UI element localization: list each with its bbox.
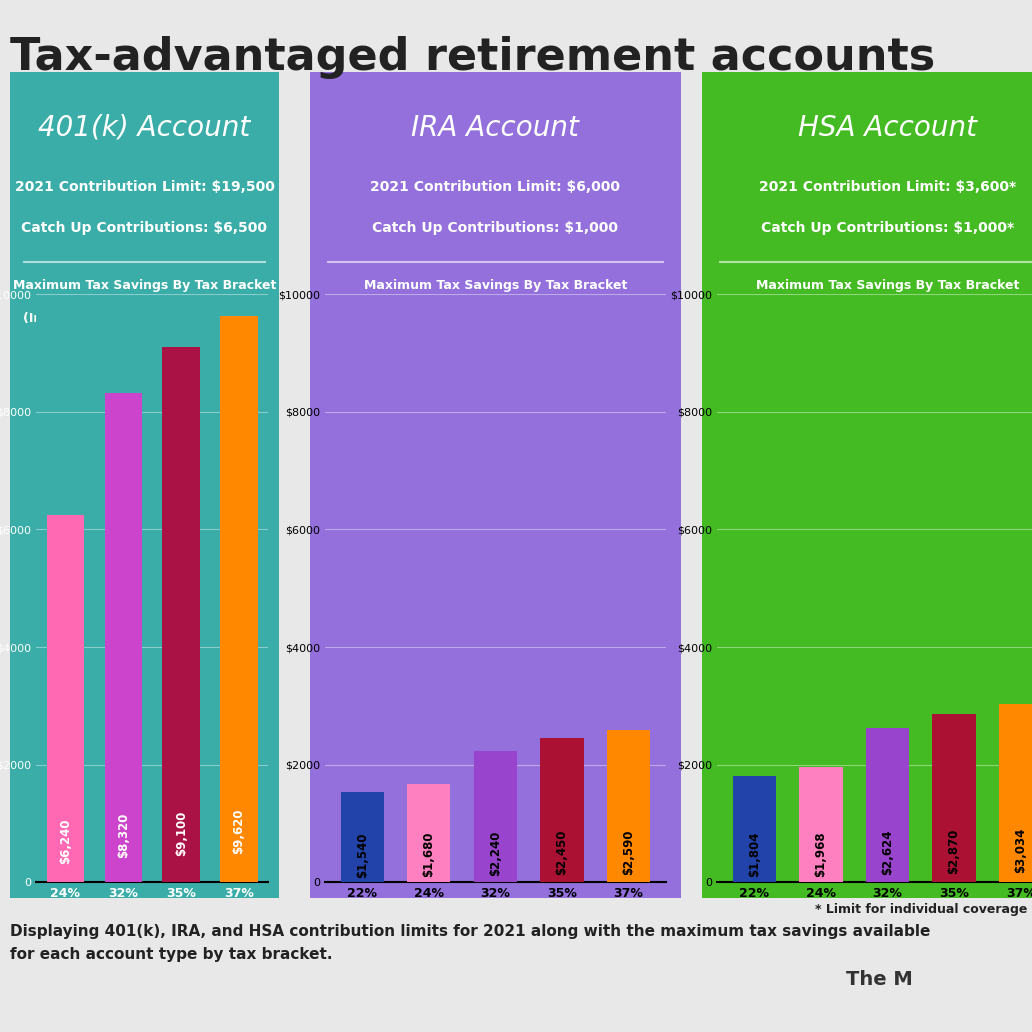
Bar xyxy=(933,713,975,882)
Text: (Including Catch Up Contributions): (Including Catch Up Contributions) xyxy=(374,312,617,325)
Text: $6,240: $6,240 xyxy=(59,818,72,864)
FancyBboxPatch shape xyxy=(305,64,685,906)
FancyBboxPatch shape xyxy=(698,64,1032,906)
Text: Catch Up Contributions: $6,500: Catch Up Contributions: $6,500 xyxy=(22,221,267,235)
Bar xyxy=(104,393,142,882)
Text: Maximum Tax Savings By Tax Bracket: Maximum Tax Savings By Tax Bracket xyxy=(755,279,1020,292)
Bar xyxy=(408,783,450,882)
Text: $2,590: $2,590 xyxy=(622,830,635,875)
Bar xyxy=(474,750,517,882)
Text: Maximum Tax Savings By Tax Bracket: Maximum Tax Savings By Tax Bracket xyxy=(363,279,627,292)
Text: $2,870: $2,870 xyxy=(947,829,961,874)
Text: Displaying 401(k), IRA, and HSA contribution limits for 2021 along with the maxi: Displaying 401(k), IRA, and HSA contribu… xyxy=(10,924,931,939)
Text: $9,620: $9,620 xyxy=(232,808,246,854)
Text: $1,540: $1,540 xyxy=(356,833,368,878)
Bar xyxy=(607,730,650,882)
Text: 2021 Contribution Limit: $6,000: 2021 Contribution Limit: $6,000 xyxy=(370,180,620,194)
Bar xyxy=(162,347,200,882)
Bar xyxy=(541,738,583,882)
Text: Maximum Tax Savings By Tax Bracket: Maximum Tax Savings By Tax Bracket xyxy=(12,279,277,292)
Text: $2,240: $2,240 xyxy=(489,831,502,876)
Text: $2,450: $2,450 xyxy=(555,830,569,875)
Text: $8,320: $8,320 xyxy=(117,812,130,858)
Text: HSA Account: HSA Account xyxy=(798,114,977,141)
Text: $2,624: $2,624 xyxy=(881,829,894,875)
Bar xyxy=(866,728,909,882)
Text: for each account type by tax bracket.: for each account type by tax bracket. xyxy=(10,947,332,963)
Text: * Limit for individual coverage: * Limit for individual coverage xyxy=(815,903,1028,916)
Text: 2021 Contribution Limit: $19,500: 2021 Contribution Limit: $19,500 xyxy=(14,180,275,194)
Bar xyxy=(220,317,258,882)
Text: $1,804: $1,804 xyxy=(748,832,761,877)
Text: IRA Account: IRA Account xyxy=(412,114,579,141)
Text: ($7,200 Limit W/ Catch Up): ($7,200 Limit W/ Catch Up) xyxy=(793,312,982,325)
Text: $3,034: $3,034 xyxy=(1014,828,1027,873)
Text: 2021 Contribution Limit: $3,600*: 2021 Contribution Limit: $3,600* xyxy=(759,180,1017,194)
Text: $1,680: $1,680 xyxy=(422,832,436,877)
Text: Tax-advantaged retirement accounts: Tax-advantaged retirement accounts xyxy=(10,36,936,79)
Bar xyxy=(341,792,384,882)
Text: (Including Catch Up Contributions): (Including Catch Up Contributions) xyxy=(23,312,266,325)
Text: $1,968: $1,968 xyxy=(814,831,828,876)
FancyBboxPatch shape xyxy=(7,64,282,906)
Bar xyxy=(999,704,1032,882)
Bar xyxy=(800,767,842,882)
Bar xyxy=(733,776,776,882)
Text: 401(k) Account: 401(k) Account xyxy=(38,114,251,141)
Text: Catch Up Contributions: $1,000: Catch Up Contributions: $1,000 xyxy=(373,221,618,235)
Bar xyxy=(46,515,85,882)
Text: $9,100: $9,100 xyxy=(174,810,188,856)
Text: Catch Up Contributions: $1,000*: Catch Up Contributions: $1,000* xyxy=(761,221,1014,235)
Text: The M: The M xyxy=(846,970,913,989)
